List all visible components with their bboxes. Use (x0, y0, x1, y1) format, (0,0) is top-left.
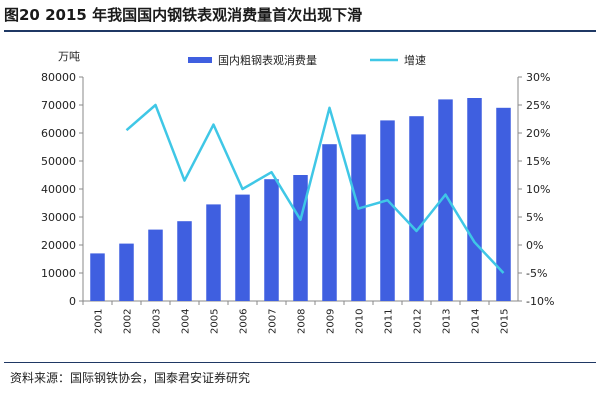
bar (496, 107, 511, 301)
x-tick-label: 2004 (181, 309, 192, 334)
x-tick-label: 2013 (442, 309, 453, 334)
bar (148, 229, 163, 301)
bar (90, 253, 105, 301)
x-tick-label: 2012 (413, 309, 424, 334)
x-tick-label: 2001 (94, 309, 105, 334)
y-tick-label: 40000 (41, 183, 76, 196)
bar (206, 204, 221, 301)
x-tick-label: 2010 (355, 309, 366, 334)
y2-tick-label: 20% (526, 127, 550, 140)
x-tick-label: 2005 (210, 309, 221, 334)
growth-line (125, 103, 505, 274)
y-tick-label: 0 (69, 295, 76, 308)
y2-tick-label: 30% (526, 71, 550, 84)
legend-label-bars: 国内粗钢表观消费量 (218, 53, 317, 67)
chart-title: 图20 2015 年我国国内钢铁表观消费量首次出现下滑 (4, 6, 363, 24)
title-divider (4, 30, 596, 32)
y2-tick-label: 25% (526, 99, 550, 112)
bar (409, 116, 424, 301)
y-tick-label: 70000 (41, 99, 76, 112)
bar (467, 98, 482, 301)
y-axis-unit: 万吨 (58, 50, 80, 63)
y-tick-label: 10000 (41, 267, 76, 280)
x-tick-label: 2011 (384, 309, 395, 334)
y-tick-label: 80000 (41, 71, 76, 84)
y-tick-label: 30000 (41, 211, 76, 224)
bar (322, 144, 337, 301)
y2-tick-label: -10% (526, 295, 554, 308)
source-note: 资料来源：国际钢铁协会，国泰君安证券研究 (10, 371, 251, 385)
source-divider (4, 362, 596, 363)
bar (235, 194, 250, 301)
y2-tick-label: 5% (526, 211, 543, 224)
y2-tick-label: -5% (526, 267, 547, 280)
y2-tick-label: 15% (526, 155, 550, 168)
y-tick-label: 50000 (41, 155, 76, 168)
y-tick-label: 60000 (41, 127, 76, 140)
bar (119, 243, 134, 301)
y2-tick-label: 10% (526, 183, 550, 196)
bar (264, 179, 279, 301)
y-tick-label: 20000 (41, 239, 76, 252)
bar (380, 120, 395, 302)
x-tick-label: 2009 (326, 309, 337, 334)
x-tick-label: 2002 (123, 309, 134, 334)
x-tick-label: 2006 (239, 309, 250, 334)
x-tick-label: 2008 (297, 309, 308, 334)
x-tick-label: 2015 (500, 309, 511, 334)
x-tick-label: 2003 (152, 309, 163, 334)
bar (438, 99, 453, 302)
bar (351, 134, 366, 301)
y2-tick-label: 0% (526, 239, 543, 252)
bar (177, 221, 192, 301)
x-tick-label: 2007 (268, 309, 279, 334)
x-tick-label: 2014 (471, 309, 482, 334)
legend-swatch-bars (188, 57, 212, 63)
bar (293, 175, 308, 301)
legend-label-line: 增速 (404, 53, 426, 67)
